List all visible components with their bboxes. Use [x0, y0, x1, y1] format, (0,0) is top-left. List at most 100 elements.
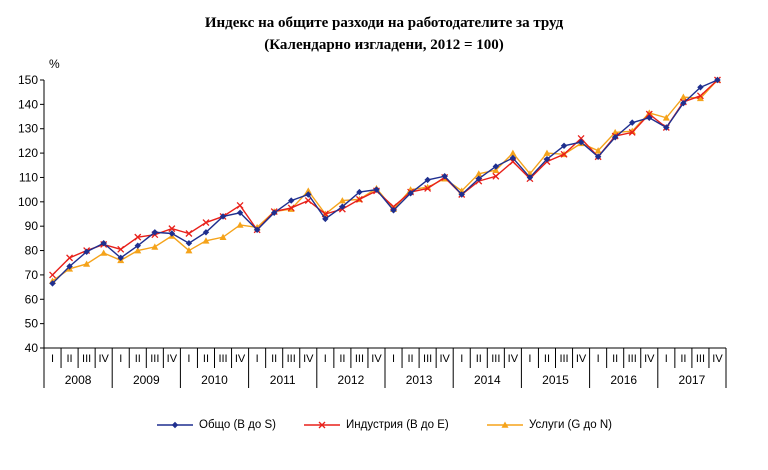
year-label: 2015 — [542, 373, 569, 387]
legend-item-services: Услуги (G до N) — [487, 419, 612, 431]
y-tick-label: 60 — [25, 292, 39, 306]
quarter-label: III — [491, 353, 500, 365]
y-tick-label: 40 — [25, 341, 39, 355]
x-marker-stroke — [202, 219, 210, 226]
series-services-point — [83, 260, 91, 267]
series-industry-point — [492, 172, 500, 180]
series-services-point — [236, 221, 244, 228]
year-label: 2008 — [65, 373, 92, 387]
series-total-point — [407, 190, 414, 197]
legend: Общо (B до S) Индустрия (B до E) Услуги … — [0, 419, 768, 439]
series-total-point — [390, 207, 397, 214]
series-industry-point — [202, 219, 210, 226]
legend-label-services: Услуги (G до N) — [529, 419, 612, 431]
quarter-label: II — [680, 353, 686, 365]
quarter-label: III — [628, 353, 637, 365]
series-industry-point — [577, 135, 585, 142]
quarter-label: II — [339, 353, 345, 365]
quarter-label: IV — [303, 353, 314, 365]
series-industry-point — [628, 128, 636, 136]
series-industry-point — [696, 92, 704, 100]
quarter-label: I — [597, 353, 600, 365]
legend-item-total: Общо (B до S) — [157, 419, 276, 431]
legend-item-industry: Индустрия (B до E) — [304, 419, 449, 431]
y-tick-label: 140 — [18, 97, 38, 111]
series-total-point — [117, 254, 124, 262]
series-services-point — [304, 187, 312, 194]
series-total-point — [151, 229, 159, 236]
quarter-label: I — [528, 353, 531, 365]
x-marker-stroke — [117, 245, 125, 253]
quarter-label: III — [559, 353, 568, 365]
x-marker-stroke — [560, 150, 568, 158]
x-marker-stroke — [424, 184, 432, 192]
series-total-point — [697, 84, 704, 91]
x-marker-stroke — [185, 230, 193, 237]
series-industry-point — [355, 195, 363, 203]
legend-swatch-total — [157, 421, 193, 429]
quarter-label: II — [67, 353, 73, 365]
series-total-point — [373, 186, 380, 193]
quarter-label: II — [271, 353, 277, 365]
quarter-label: III — [82, 353, 91, 365]
x-marker-stroke — [304, 197, 312, 205]
year-label: 2014 — [474, 373, 501, 387]
x-marker-stroke — [134, 233, 142, 241]
series-industry-point — [304, 197, 312, 205]
x-marker-stroke — [628, 128, 636, 136]
quarter-label: IV — [235, 353, 246, 365]
quarter-label: I — [51, 353, 54, 365]
quarter-label: I — [187, 353, 190, 365]
series-total-point — [339, 203, 346, 210]
series-services-point — [338, 197, 346, 204]
x-marker-stroke — [645, 110, 653, 118]
quarter-label: I — [119, 353, 122, 365]
series-industry-point — [185, 230, 193, 237]
year-label: 2017 — [679, 373, 706, 387]
y-tick-label: 90 — [25, 219, 39, 233]
series-services-line — [52, 79, 718, 282]
quarter-label: III — [287, 353, 296, 365]
year-label: 2016 — [610, 373, 637, 387]
y-ticks: 40 50 60 70 80 90 100 110 120 130 140 150 — [18, 73, 44, 355]
y-tick-label: 150 — [18, 73, 38, 87]
series-services-point — [202, 237, 210, 244]
y-tick-label: 110 — [19, 170, 38, 184]
series-total-point — [458, 191, 465, 198]
series-total-point — [714, 76, 721, 84]
series-total-point — [322, 215, 329, 223]
quarter-label: IV — [167, 353, 178, 365]
legend-label-industry: Индустрия (B до E) — [346, 419, 449, 431]
quarter-label: I — [665, 353, 668, 365]
quarter-label: III — [423, 353, 432, 365]
legend-swatch-services — [487, 421, 523, 428]
year-label: 2011 — [270, 373, 296, 387]
x-marker-stroke — [168, 225, 176, 233]
series-services-point — [151, 243, 159, 250]
legend-marker — [501, 421, 509, 428]
x-marker-stroke — [696, 92, 704, 100]
series-services-point — [475, 170, 483, 177]
chart-title-block: Индекс на общите разходи на работодатели… — [0, 12, 768, 56]
series-total-point — [577, 138, 585, 146]
quarter-label: II — [476, 353, 482, 365]
series-services-point — [662, 114, 670, 121]
chart-subtitle: (Календарно изгладени, 2012 = 100) — [264, 37, 504, 53]
series-services-point — [492, 166, 500, 173]
legend-marker — [318, 421, 326, 429]
legend-label-total: Общо (B до S) — [199, 419, 276, 431]
x-marker-stroke — [287, 204, 295, 212]
quarter-label: IV — [439, 353, 450, 365]
series-services-point — [696, 94, 704, 102]
quarter-label: II — [612, 353, 618, 365]
series-total-point — [560, 142, 568, 149]
series-total-point — [646, 114, 653, 121]
year-label: 2010 — [201, 373, 228, 387]
series-total-point — [49, 280, 56, 287]
series-total-point — [680, 99, 687, 107]
series-total-point — [663, 124, 670, 131]
series-industry-point — [134, 233, 142, 241]
quarter-label: III — [218, 353, 227, 365]
series-industry-point — [236, 202, 244, 209]
series-total-point — [202, 229, 210, 236]
